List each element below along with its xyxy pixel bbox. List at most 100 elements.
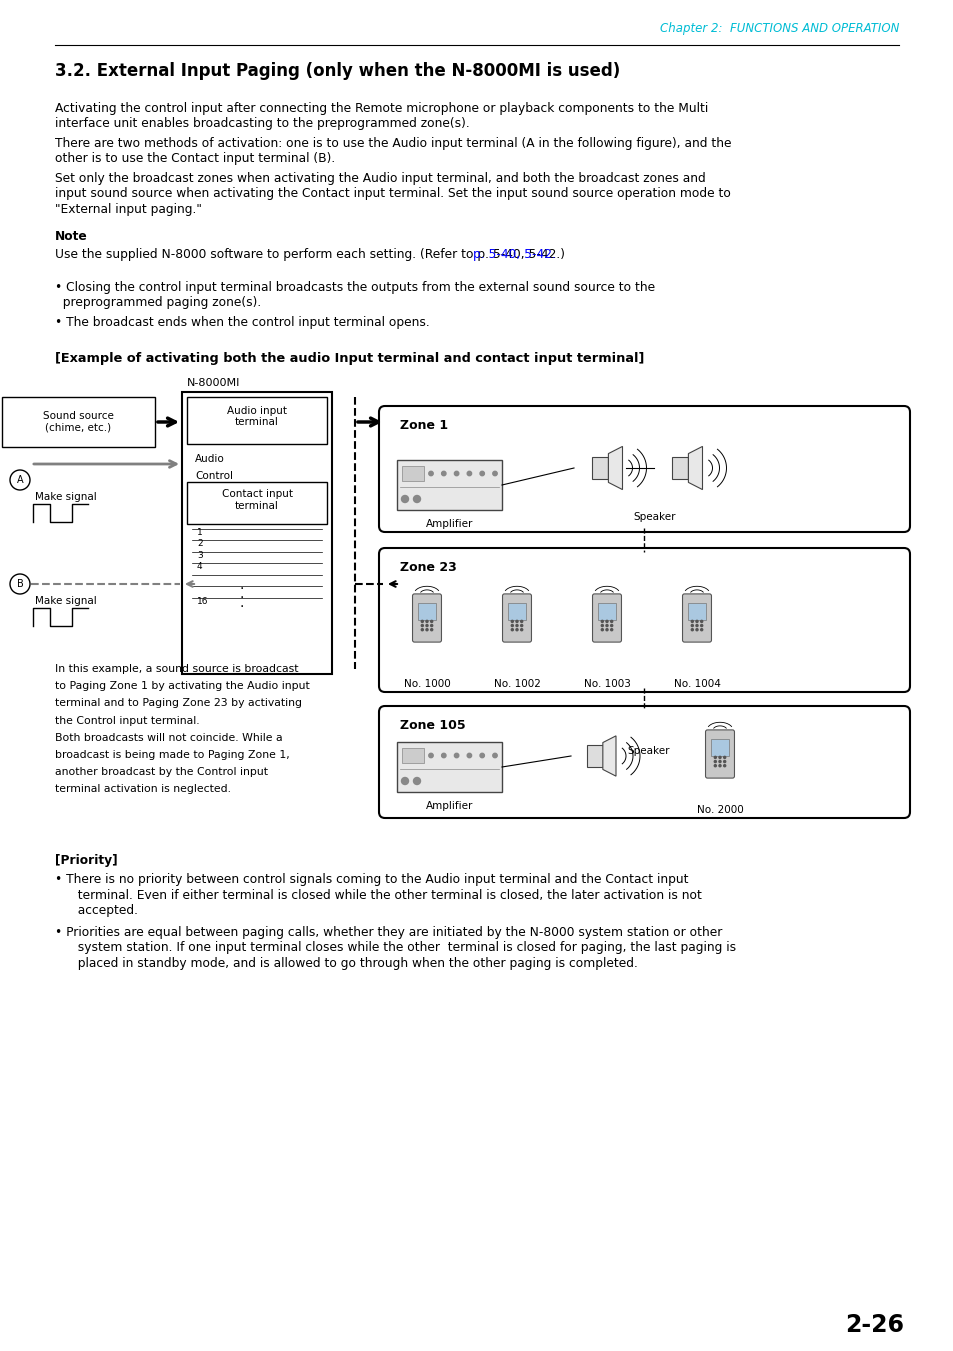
- FancyBboxPatch shape: [592, 594, 620, 642]
- Text: 16: 16: [196, 597, 209, 607]
- Circle shape: [605, 624, 607, 627]
- FancyBboxPatch shape: [401, 466, 423, 481]
- Text: No. 1003: No. 1003: [583, 680, 630, 689]
- Circle shape: [600, 624, 602, 627]
- Circle shape: [511, 620, 513, 623]
- FancyBboxPatch shape: [711, 739, 728, 757]
- Circle shape: [691, 624, 693, 627]
- Text: Speaker: Speaker: [626, 746, 669, 757]
- Text: .: .: [239, 578, 244, 592]
- Circle shape: [700, 620, 702, 623]
- Circle shape: [714, 757, 716, 758]
- Circle shape: [421, 620, 423, 623]
- FancyBboxPatch shape: [508, 603, 525, 620]
- FancyBboxPatch shape: [187, 482, 327, 524]
- Circle shape: [700, 624, 702, 627]
- Polygon shape: [602, 736, 616, 777]
- FancyBboxPatch shape: [688, 603, 705, 620]
- Circle shape: [700, 628, 702, 631]
- Circle shape: [441, 754, 446, 758]
- Text: Use the supplied N-8000 software to perform each setting. (Refer to p. 5-40, 5-4: Use the supplied N-8000 software to perf…: [55, 249, 564, 261]
- Text: "External input paging.": "External input paging.": [55, 203, 202, 216]
- Circle shape: [511, 624, 513, 627]
- Text: 3: 3: [196, 551, 203, 561]
- FancyBboxPatch shape: [586, 746, 602, 766]
- Polygon shape: [608, 446, 622, 489]
- Text: N-8000MI: N-8000MI: [187, 378, 240, 388]
- Text: • Closing the control input terminal broadcasts the outputs from the external so: • Closing the control input terminal bro…: [55, 281, 655, 309]
- Circle shape: [714, 761, 716, 762]
- Text: • There is no priority between control signals coming to the Audio input termina: • There is no priority between control s…: [55, 874, 688, 886]
- Text: Sound source
(chime, etc.): Sound source (chime, etc.): [43, 411, 113, 432]
- Circle shape: [696, 628, 698, 631]
- Circle shape: [605, 620, 607, 623]
- Text: Make signal: Make signal: [35, 492, 96, 503]
- Circle shape: [610, 628, 612, 631]
- Circle shape: [610, 624, 612, 627]
- FancyBboxPatch shape: [418, 603, 436, 620]
- Circle shape: [467, 471, 471, 476]
- Text: • Priorities are equal between paging calls, whether they are initiated by the N: • Priorities are equal between paging ca…: [55, 925, 721, 939]
- Text: interface unit enables broadcasting to the preprogrammed zone(s).: interface unit enables broadcasting to t…: [55, 118, 469, 131]
- Text: other is to use the Contact input terminal (B).: other is to use the Contact input termin…: [55, 153, 335, 166]
- Circle shape: [696, 620, 698, 623]
- Circle shape: [691, 620, 693, 623]
- Text: 4: 4: [196, 562, 202, 571]
- FancyBboxPatch shape: [401, 748, 423, 763]
- Text: another broadcast by the Control input: another broadcast by the Control input: [55, 767, 268, 777]
- Text: terminal activation is neglected.: terminal activation is neglected.: [55, 785, 231, 794]
- Text: Zone 23: Zone 23: [399, 561, 456, 574]
- Circle shape: [719, 765, 720, 767]
- Text: terminal and to Paging Zone 23 by activating: terminal and to Paging Zone 23 by activa…: [55, 698, 302, 708]
- Circle shape: [479, 754, 484, 758]
- Circle shape: [520, 624, 522, 627]
- Circle shape: [493, 754, 497, 758]
- Text: A: A: [16, 476, 23, 485]
- Text: [Priority]: [Priority]: [55, 854, 117, 867]
- Text: Note: Note: [55, 231, 88, 243]
- Circle shape: [719, 757, 720, 758]
- Circle shape: [516, 628, 517, 631]
- Text: broadcast is being made to Paging Zone 1,: broadcast is being made to Paging Zone 1…: [55, 750, 290, 761]
- Text: .: .: [239, 596, 244, 611]
- Circle shape: [441, 471, 446, 476]
- Circle shape: [425, 620, 428, 623]
- Circle shape: [696, 624, 698, 627]
- Text: B: B: [16, 580, 24, 589]
- Circle shape: [691, 628, 693, 631]
- Circle shape: [516, 624, 517, 627]
- Circle shape: [714, 765, 716, 767]
- Circle shape: [520, 628, 522, 631]
- Circle shape: [430, 624, 433, 627]
- Text: 3.2. External Input Paging (only when the N-8000MI is used): 3.2. External Input Paging (only when th…: [55, 62, 619, 80]
- Text: input sound source when activating the Contact input terminal. Set the input sou: input sound source when activating the C…: [55, 188, 730, 200]
- Circle shape: [421, 624, 423, 627]
- Circle shape: [723, 761, 725, 762]
- Circle shape: [479, 471, 484, 476]
- FancyBboxPatch shape: [187, 397, 327, 444]
- Text: p. 5-40, 5-42.: p. 5-40, 5-42.: [473, 249, 556, 261]
- Text: There are two methods of activation: one is to use the Audio input terminal (A i: There are two methods of activation: one…: [55, 136, 731, 150]
- Text: No. 1002: No. 1002: [493, 680, 539, 689]
- Text: 2: 2: [196, 539, 202, 549]
- Text: Audio: Audio: [194, 454, 225, 463]
- Circle shape: [493, 471, 497, 476]
- Text: Zone 105: Zone 105: [399, 719, 465, 732]
- Circle shape: [600, 628, 602, 631]
- Text: Both broadcasts will not coincide. While a: Both broadcasts will not coincide. While…: [55, 732, 282, 743]
- Text: Set only the broadcast zones when activating the Audio input terminal, and both : Set only the broadcast zones when activa…: [55, 172, 705, 185]
- Text: Make signal: Make signal: [35, 596, 96, 607]
- Circle shape: [723, 765, 725, 767]
- Text: Activating the control input after connecting the Remote microphone or playback : Activating the control input after conne…: [55, 101, 707, 115]
- FancyBboxPatch shape: [396, 459, 501, 509]
- FancyBboxPatch shape: [671, 457, 688, 480]
- FancyBboxPatch shape: [412, 594, 441, 642]
- FancyBboxPatch shape: [598, 603, 615, 620]
- Text: Amplifier: Amplifier: [425, 801, 473, 811]
- Text: 2-26: 2-26: [844, 1313, 903, 1337]
- Circle shape: [428, 471, 433, 476]
- Text: No. 2000: No. 2000: [696, 805, 742, 815]
- Text: the Control input terminal.: the Control input terminal.: [55, 716, 199, 725]
- Circle shape: [430, 620, 433, 623]
- Circle shape: [511, 628, 513, 631]
